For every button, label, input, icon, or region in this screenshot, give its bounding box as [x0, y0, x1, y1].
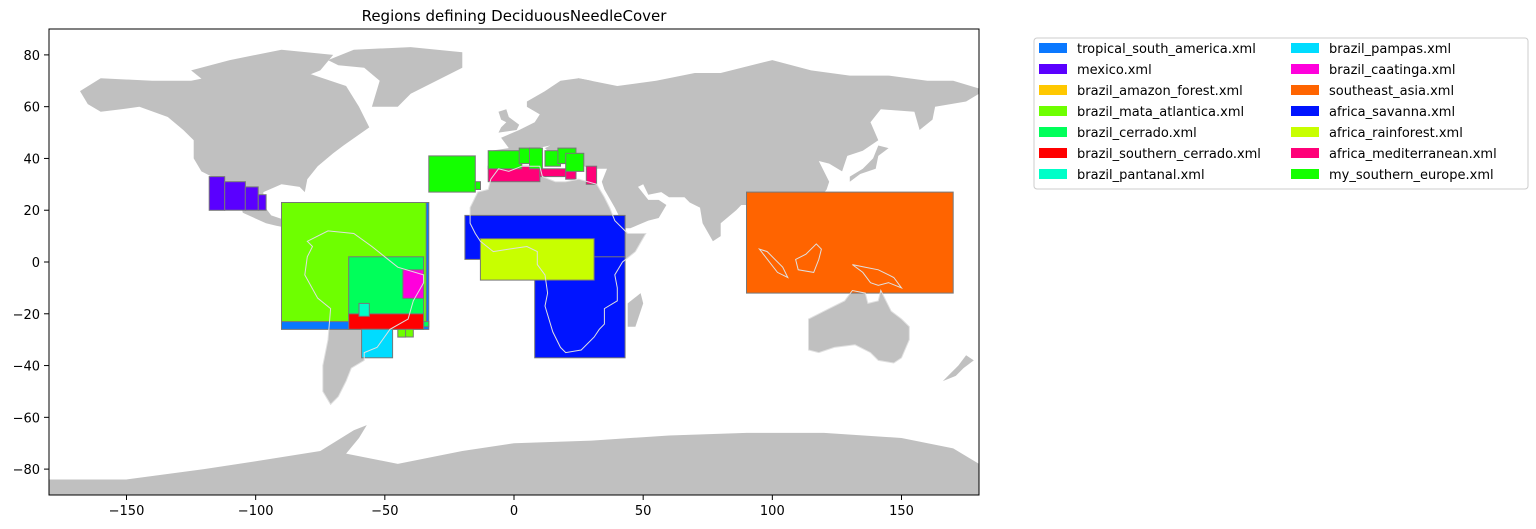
y-tick-label: 40 — [23, 152, 40, 167]
legend-swatch — [1291, 148, 1319, 158]
legend-swatch — [1039, 43, 1067, 53]
legend-label: brazil_amazon_forest.xml — [1077, 84, 1243, 99]
coastline-south-america — [304, 230, 425, 406]
legend-label: mexico.xml — [1077, 63, 1152, 78]
land-greenland — [328, 47, 463, 107]
x-tick-label: 100 — [760, 504, 785, 519]
legend-label: brazil_caatinga.xml — [1329, 63, 1455, 78]
land-scandinavia-ext — [526, 78, 592, 117]
legend-label: brazil_mata_atlantica.xml — [1077, 105, 1244, 120]
legend-swatch — [1039, 106, 1067, 116]
region-my-southern-europe-7 — [565, 152, 585, 172]
x-tick-label: −50 — [371, 504, 398, 519]
country-borders — [304, 165, 910, 406]
land-madagascar — [627, 293, 644, 327]
y-tick-label: −60 — [13, 411, 40, 426]
region-brazil-cerrado-1 — [423, 321, 430, 328]
legend-label: africa_savanna.xml — [1329, 105, 1455, 120]
y-tick-label: 80 — [23, 49, 40, 64]
region-brazil-mata-atlantica-2 — [397, 328, 407, 338]
region-my-southern-europe-1 — [474, 181, 481, 190]
land-australia — [808, 290, 910, 363]
region-mexico-3 — [257, 194, 267, 211]
coastline-borneo — [795, 243, 822, 273]
x-tick-label: 0 — [510, 504, 518, 519]
x-tick-label: 150 — [889, 504, 914, 519]
y-tick-label: 20 — [23, 204, 40, 219]
y-tick-label: 60 — [23, 101, 40, 116]
legend-swatch — [1291, 106, 1319, 116]
legend-swatch — [1291, 127, 1319, 137]
legend-frame — [1033, 37, 1529, 190]
y-tick-label: −40 — [13, 360, 40, 375]
region-mexico-0 — [208, 176, 226, 211]
coastline-new-guinea — [852, 264, 903, 290]
x-tick-label: 50 — [635, 504, 652, 519]
x-axis-ticks: −150 −100 −50 0 50 100 150 — [109, 495, 914, 519]
region-brazil-pampas-0 — [361, 328, 394, 359]
land-british-isles — [498, 109, 520, 133]
land-japan — [849, 145, 889, 182]
legend-label: brazil_cerrado.xml — [1077, 126, 1197, 141]
legend-swatch — [1291, 169, 1319, 179]
x-tick-label: −100 — [238, 504, 274, 519]
region-africa-mediterranean-2 — [585, 165, 598, 185]
legend-label: my_southern_europe.xml — [1329, 168, 1494, 183]
y-tick-label: −20 — [13, 308, 40, 323]
land-antarctica — [49, 425, 979, 495]
legend-swatch — [1291, 64, 1319, 74]
land-new-zealand — [942, 355, 974, 382]
coastline-africa — [469, 165, 647, 354]
land-europe-asia — [488, 60, 979, 257]
legend-swatch — [1291, 85, 1319, 95]
region-my-southern-europe-2 — [487, 150, 523, 170]
land-arctic-islands — [191, 49, 334, 81]
legend-label: africa_mediterranean.xml — [1329, 147, 1497, 162]
legend-swatch — [1039, 169, 1067, 179]
y-tick-label: −80 — [13, 463, 40, 478]
coastline-sumatra — [758, 248, 789, 279]
region-my-southern-europe-4 — [529, 147, 543, 170]
legend-label: brazil_pantanal.xml — [1077, 168, 1205, 183]
chart-title: Regions defining DeciduousNeedleCover — [362, 7, 668, 25]
legend-label: brazil_southern_cerrado.xml — [1077, 147, 1261, 162]
legend-swatch — [1039, 85, 1067, 95]
legend-label: brazil_pampas.xml — [1329, 42, 1451, 57]
region-southeast-asia-0 — [746, 191, 954, 294]
legend-label: tropical_south_america.xml — [1077, 42, 1256, 57]
legend-swatch — [1039, 64, 1067, 74]
region-my-southern-europe-0 — [428, 155, 476, 193]
legend-label: southeast_asia.xml — [1329, 84, 1454, 99]
legend-swatch — [1039, 127, 1067, 137]
coastline-australia — [808, 289, 910, 364]
legend-label: africa_rainforest.xml — [1329, 126, 1463, 141]
legend: tropical_south_america.xml mexico.xml braz… — [1033, 37, 1529, 190]
region-mexico-2 — [244, 186, 259, 211]
legend-swatch — [1291, 43, 1319, 53]
y-tick-label: 0 — [32, 256, 40, 271]
legend-swatch — [1039, 148, 1067, 158]
x-tick-label: −150 — [109, 504, 145, 519]
y-axis-ticks: −80 −60 −40 −20 0 20 40 60 80 — [13, 49, 49, 478]
region-mexico-1 — [224, 181, 246, 211]
region-boxes — [208, 147, 954, 359]
land-north-america — [80, 73, 370, 242]
region-brazil-pantanal-0 — [358, 302, 370, 317]
